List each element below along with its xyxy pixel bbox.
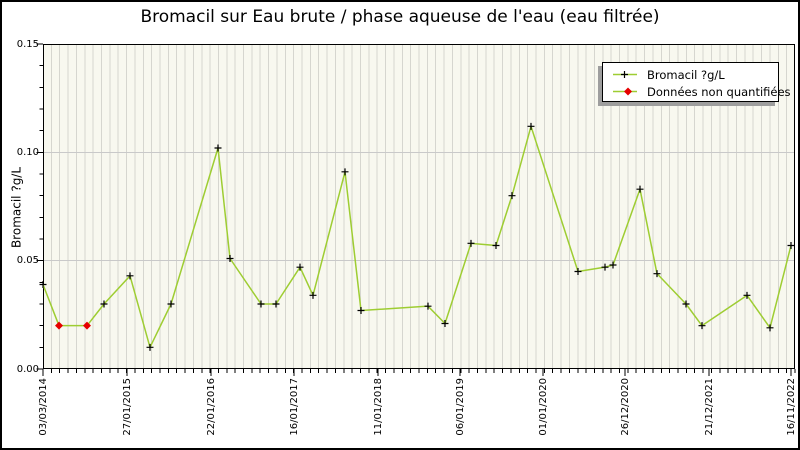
x-tick-label: 01/01/2020	[537, 378, 549, 436]
legend-label-non-quantifiees: Données non quantifiées	[647, 84, 791, 99]
y-tick-label: 0.10	[16, 146, 39, 158]
y-axis-title: Bromacil ?g/L	[9, 166, 24, 249]
x-tick-label: 16/11/2022	[785, 378, 797, 436]
x-tick-label: 06/01/2019	[454, 378, 466, 436]
non-quantified-diamond-icon	[603, 85, 647, 98]
y-tick-label: 0.00	[16, 363, 39, 375]
chart-title: Bromacil sur Eau brute / phase aqueuse d…	[140, 7, 660, 27]
y-tick-label: 0.05	[16, 255, 39, 267]
legend: Bromacil ?g/L Données non quantifiées	[602, 62, 791, 102]
x-tick-label: 27/01/2015	[121, 378, 133, 436]
x-tick-label: 26/12/2020	[619, 378, 631, 436]
x-tick-label: 21/12/2021	[703, 378, 715, 436]
x-tick-label: 03/03/2014	[37, 378, 49, 436]
x-tick-label: 16/01/2017	[288, 378, 300, 436]
legend-item-bromacil: Bromacil ?g/L	[603, 66, 778, 83]
legend-item-non-quantifiees: Données non quantifiées	[603, 83, 791, 100]
y-tick-label: 0.15	[16, 38, 39, 50]
legend-label-bromacil: Bromacil ?g/L	[647, 67, 725, 82]
series-line-plus-marker-icon	[603, 68, 647, 81]
x-tick-label: 22/01/2016	[205, 378, 217, 436]
x-tick-label: 11/01/2018	[372, 378, 384, 436]
